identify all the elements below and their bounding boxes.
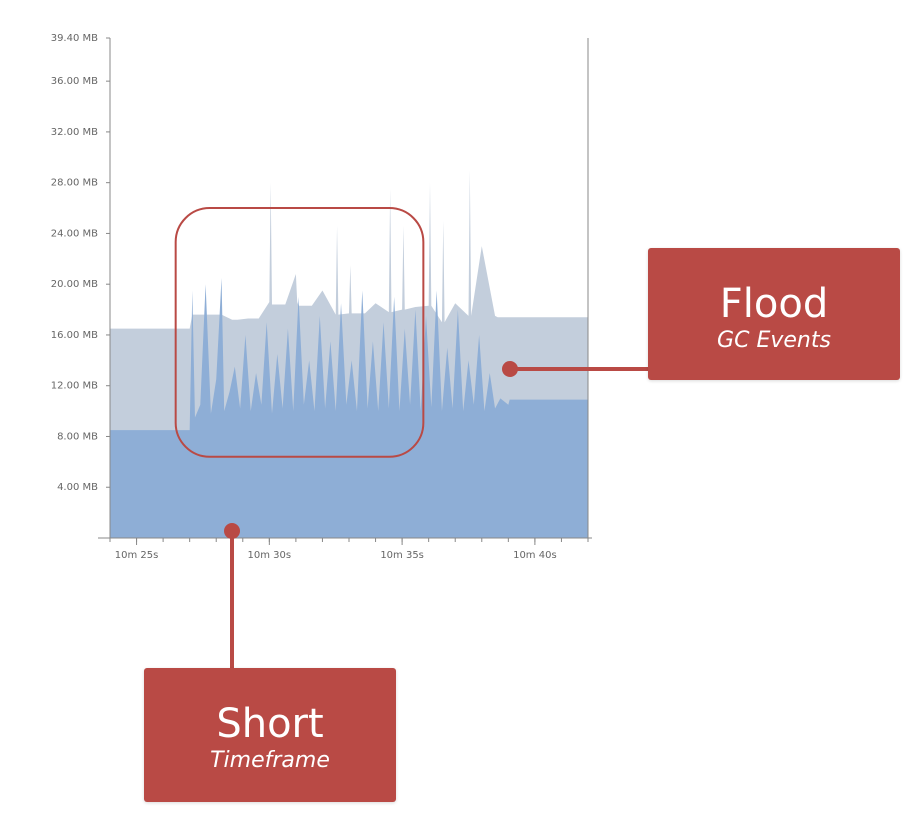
y-tick-label: 32.00 MB [51,127,98,138]
short-timeframe-callout: Short Timeframe [144,668,396,802]
y-tick-label: 16.00 MB [51,330,98,341]
x-tick-label: 10m 25s [115,550,159,561]
short-connector-dot [224,523,240,539]
y-tick-label: 8.00 MB [57,431,98,442]
y-tick-label: 4.00 MB [57,482,98,493]
y-tick-label: 24.00 MB [51,228,98,239]
annotations [174,207,648,668]
flood-highlight-box [174,207,425,458]
y-tick-label: 12.00 MB [51,381,98,392]
short-callout-subtitle: Timeframe [210,748,330,773]
y-tick-label: 39.40 MB [51,33,98,44]
short-callout-title: Short [216,701,324,747]
flood-callout-subtitle: GC Events [717,328,831,353]
y-tick-label: 28.00 MB [51,178,98,189]
axes: 39.40 MB 36.00 MB 32.00 MB 28.00 MB 24.00 MB… [51,33,592,561]
x-tick-label: 10m 35s [380,550,424,561]
flood-gc-events-callout: Flood GC Events [648,248,900,380]
x-tick-label: 10m 40s [513,550,557,561]
y-tick-label: 20.00 MB [51,279,98,290]
plot-areas [110,169,588,539]
flood-callout-title: Flood [719,281,829,327]
series-area-used [110,277,588,538]
flood-connector-dot [502,361,518,377]
x-tick-label: 10m 30s [248,550,292,561]
y-tick-label: 36.00 MB [51,76,98,87]
